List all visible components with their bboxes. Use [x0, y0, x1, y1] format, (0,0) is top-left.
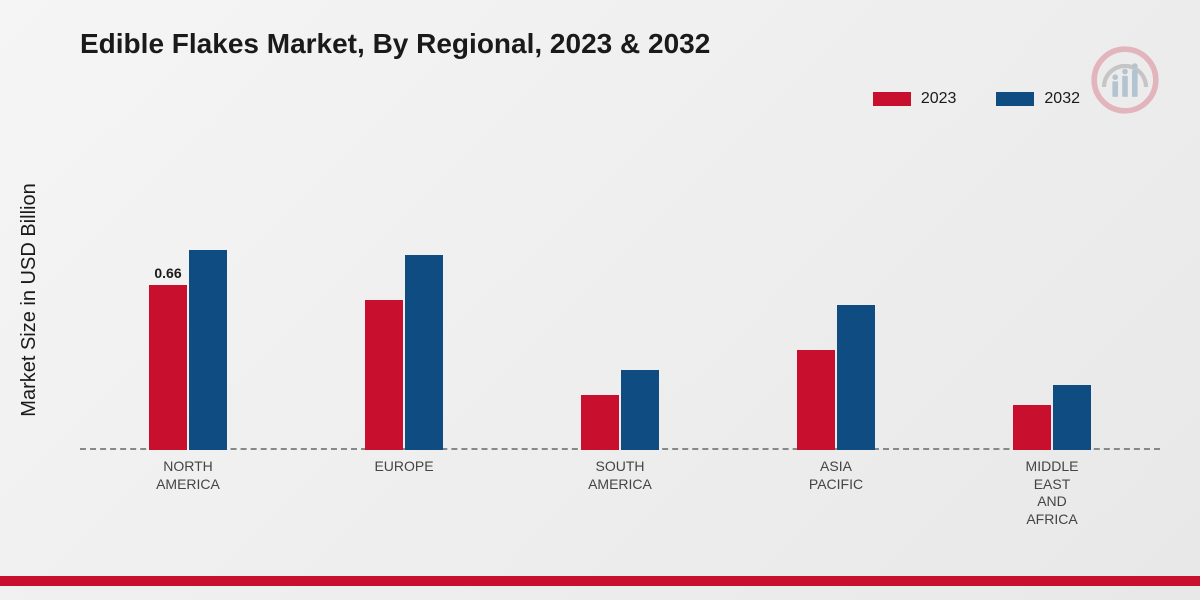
- x-category-label: ASIA PACIFIC: [728, 458, 944, 493]
- bar-group: [1013, 385, 1091, 450]
- chart-title: Edible Flakes Market, By Regional, 2023 …: [80, 28, 710, 60]
- bar: [797, 350, 835, 450]
- bar: [405, 255, 443, 450]
- plot-area: 0.66: [80, 150, 1160, 450]
- bar: [1053, 385, 1091, 450]
- bar-group: [365, 255, 443, 450]
- x-category-label: NORTH AMERICA: [80, 458, 296, 493]
- bar: [1013, 405, 1051, 450]
- page-root: Edible Flakes Market, By Regional, 2023 …: [0, 0, 1200, 600]
- bar: [365, 300, 403, 450]
- x-category-label: EUROPE: [296, 458, 512, 476]
- x-category-label: MIDDLE EAST AND AFRICA: [944, 458, 1160, 528]
- bar-value-label: 0.66: [143, 265, 193, 281]
- bar: [149, 285, 187, 450]
- legend-label-2032: 2032: [1044, 90, 1080, 108]
- bar: [189, 250, 227, 450]
- bar: [837, 305, 875, 450]
- x-category-label: SOUTH AMERICA: [512, 458, 728, 493]
- legend-label-2023: 2023: [921, 90, 957, 108]
- legend: 2023 2032: [873, 90, 1080, 108]
- y-axis-label: Market Size in USD Billion: [18, 183, 41, 416]
- bar-group: [797, 305, 875, 450]
- legend-item-2032: 2032: [996, 90, 1080, 108]
- legend-swatch-2032: [996, 92, 1034, 106]
- legend-item-2023: 2023: [873, 90, 957, 108]
- brand-logo-icon: [1090, 45, 1160, 115]
- bar-group: [581, 370, 659, 450]
- footer-accent-bar: [0, 576, 1200, 586]
- bar: [621, 370, 659, 450]
- bar: [581, 395, 619, 450]
- legend-swatch-2023: [873, 92, 911, 106]
- x-axis-labels: NORTH AMERICAEUROPESOUTH AMERICAASIA PAC…: [80, 458, 1160, 538]
